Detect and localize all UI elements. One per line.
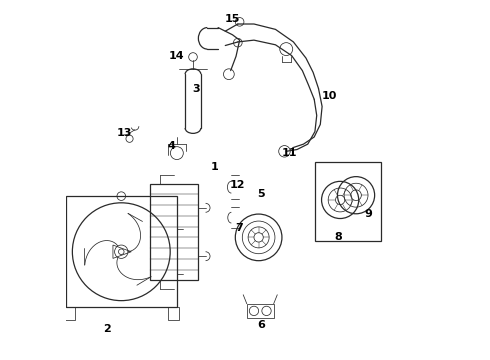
Text: 2: 2 (103, 324, 111, 334)
Text: 3: 3 (193, 84, 200, 94)
Bar (168, 307, 179, 320)
Bar (64, 307, 74, 320)
Bar (150, 184, 198, 280)
Bar (315, 162, 381, 241)
Text: 15: 15 (225, 14, 240, 24)
Text: 5: 5 (257, 189, 265, 199)
Bar (66, 196, 177, 307)
Text: 12: 12 (230, 180, 245, 190)
Text: 6: 6 (257, 320, 265, 330)
Bar (247, 304, 274, 318)
Text: 4: 4 (168, 141, 175, 151)
Text: 7: 7 (236, 224, 244, 233)
Text: 11: 11 (282, 148, 297, 158)
Text: 9: 9 (365, 209, 373, 219)
Text: 14: 14 (169, 51, 185, 61)
Text: 1: 1 (211, 162, 219, 172)
Text: 13: 13 (117, 129, 133, 138)
Text: 10: 10 (321, 91, 337, 101)
Text: 8: 8 (334, 232, 342, 242)
